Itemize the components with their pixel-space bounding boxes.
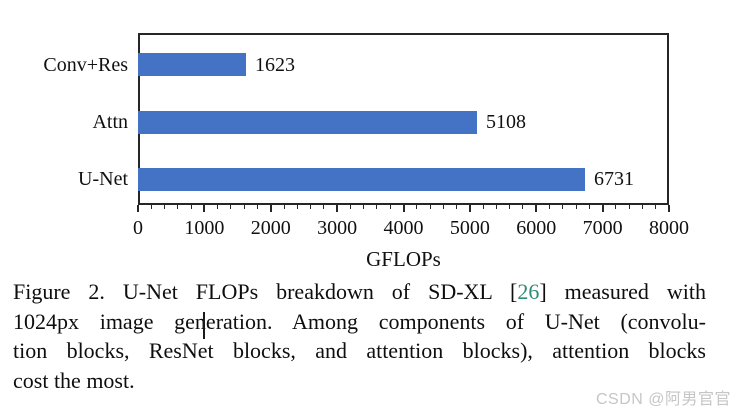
x-minor-tick bbox=[456, 205, 458, 209]
x-minor-tick bbox=[323, 205, 325, 209]
bar-attn bbox=[138, 110, 477, 134]
x-minor-tick bbox=[628, 205, 630, 209]
bar-conv-res bbox=[138, 53, 246, 77]
x-major-tick bbox=[402, 205, 405, 212]
category-label: Attn bbox=[92, 111, 128, 133]
x-minor-tick bbox=[429, 205, 431, 209]
x-major-tick bbox=[468, 205, 471, 212]
x-tick-label: 0 bbox=[133, 217, 143, 239]
x-major-tick bbox=[269, 205, 272, 212]
x-minor-tick bbox=[363, 205, 365, 209]
x-minor-tick bbox=[349, 205, 351, 209]
x-minor-tick bbox=[655, 205, 657, 209]
x-minor-tick bbox=[243, 205, 245, 209]
x-minor-tick bbox=[509, 205, 511, 209]
x-tick-label: 1000 bbox=[184, 217, 225, 239]
x-major-tick bbox=[668, 205, 670, 212]
x-minor-tick bbox=[217, 205, 219, 209]
x-minor-tick bbox=[177, 205, 179, 209]
x-minor-tick bbox=[230, 205, 232, 209]
x-tick-label: 3000 bbox=[317, 217, 358, 239]
x-minor-tick bbox=[310, 205, 312, 209]
x-minor-tick bbox=[164, 205, 166, 209]
x-minor-tick bbox=[575, 205, 577, 209]
category-label: U-Net bbox=[78, 168, 128, 191]
x-minor-tick bbox=[588, 205, 590, 209]
x-minor-tick bbox=[495, 205, 497, 209]
x-minor-tick bbox=[522, 205, 524, 209]
x-minor-tick bbox=[389, 205, 391, 209]
x-major-tick bbox=[535, 205, 538, 212]
x-tick-label: 5000 bbox=[449, 217, 490, 239]
x-minor-tick bbox=[416, 205, 418, 209]
x-minor-tick bbox=[150, 205, 152, 209]
caption-line-4: cost the most. bbox=[13, 367, 135, 393]
x-tick-label: 8000 bbox=[649, 217, 689, 239]
x-tick-label: 4000 bbox=[383, 217, 424, 239]
x-major-tick bbox=[336, 205, 339, 212]
watermark: CSDN @阿男官官 bbox=[595, 391, 731, 408]
caption-line-2: 1024px image generation. Among component… bbox=[13, 308, 706, 334]
x-minor-tick bbox=[190, 205, 192, 209]
x-minor-tick bbox=[482, 205, 484, 209]
caption-text: ] measured with bbox=[539, 279, 706, 304]
x-minor-tick bbox=[256, 205, 258, 209]
flops-bar-chart: Conv+Res 1623 Attn 5108 U-Net 6731 0 1000 2000 30… bbox=[43, 33, 689, 271]
caption-line-1: Figure 2. U-Net FLOPs breakdown of SD-XL… bbox=[13, 277, 706, 307]
x-tick-label: 2000 bbox=[250, 217, 291, 239]
x-tick-label: 7000 bbox=[582, 217, 623, 239]
x-minor-tick bbox=[442, 205, 444, 209]
x-minor-tick bbox=[641, 205, 643, 209]
x-major-tick bbox=[137, 205, 139, 212]
citation-link[interactable]: 26 bbox=[517, 279, 540, 304]
x-minor-tick bbox=[562, 205, 564, 209]
x-minor-tick bbox=[296, 205, 298, 209]
caption-text: Figure 2. U-Net FLOPs breakdown of SD-XL… bbox=[13, 279, 518, 304]
x-major-tick bbox=[601, 205, 604, 212]
bar-value-label: 5108 bbox=[486, 111, 526, 133]
x-major-tick bbox=[203, 205, 206, 212]
x-minor-tick bbox=[283, 205, 285, 209]
x-minor-tick bbox=[376, 205, 378, 209]
text-cursor-caret bbox=[203, 312, 205, 339]
bar-value-label: 6731 bbox=[594, 168, 634, 191]
x-minor-tick bbox=[549, 205, 551, 209]
x-minor-tick bbox=[615, 205, 617, 209]
x-tick-label: 6000 bbox=[516, 217, 557, 239]
caption-line-3: tion blocks, ResNet blocks, and attentio… bbox=[13, 338, 706, 363]
figure-caption: Figure 2. U-Net FLOPs breakdown of SD-XL… bbox=[13, 277, 706, 395]
x-axis-title: GFLOPs bbox=[366, 247, 441, 271]
bar-u-net bbox=[138, 167, 585, 191]
category-label: Conv+Res bbox=[43, 53, 128, 76]
bar-value-label: 1623 bbox=[255, 53, 295, 76]
